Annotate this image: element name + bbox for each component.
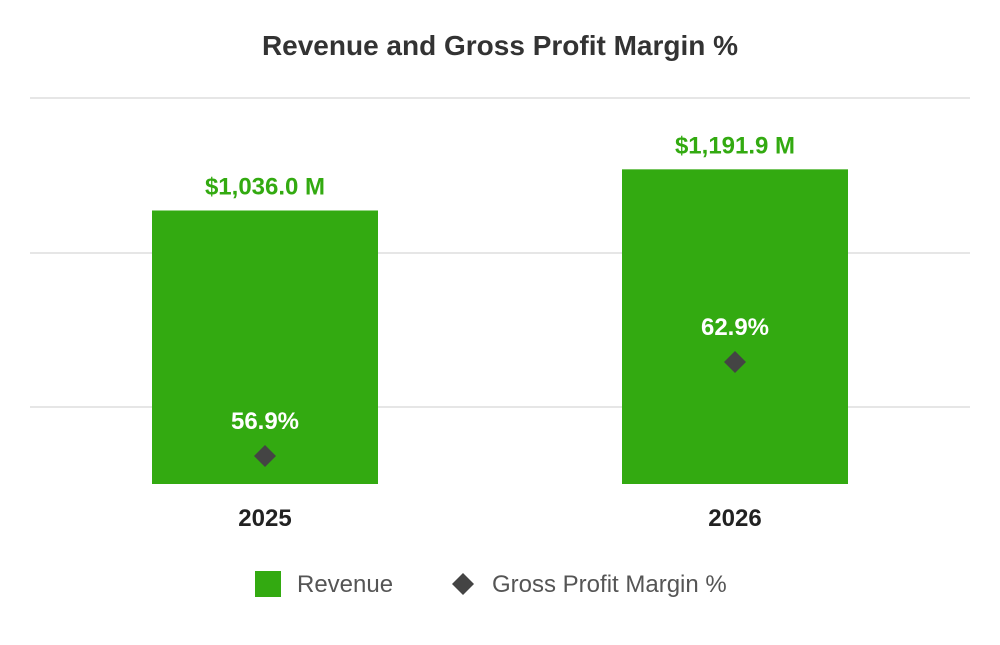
category-label-2026: 2026	[708, 505, 761, 532]
legend-swatch-margin	[452, 573, 474, 595]
revenue-value-label: $1,191.9 M	[675, 132, 795, 159]
revenue-bar-2025	[152, 210, 378, 484]
legend-label-margin: Gross Profit Margin %	[492, 571, 727, 598]
legend-swatch-revenue	[255, 571, 281, 597]
chart-title: Revenue and Gross Profit Margin %	[262, 30, 738, 61]
revenue-bar-2026	[622, 169, 848, 485]
margin-value-label: 62.9%	[701, 314, 769, 341]
margin-markers: 56.9% 62.9%	[231, 314, 769, 467]
category-label-2025: 2025	[238, 505, 291, 532]
margin-marker-2026	[724, 351, 746, 373]
margin-marker-2025	[254, 445, 276, 467]
revenue-bars: $1,036.0 M $1,191.9 M	[152, 132, 848, 485]
margin-value-label: 56.9%	[231, 408, 299, 435]
legend-label-revenue: Revenue	[297, 571, 393, 598]
category-labels: 2025 2026	[238, 505, 761, 532]
revenue-value-label: $1,036.0 M	[205, 173, 325, 200]
legend: Revenue Gross Profit Margin %	[255, 571, 727, 598]
